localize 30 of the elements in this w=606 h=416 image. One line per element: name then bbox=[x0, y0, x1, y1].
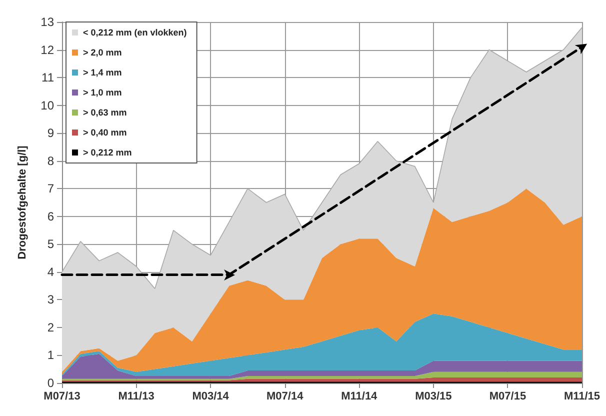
y-tick-label: 0 bbox=[47, 376, 54, 390]
y-tick-label: 10 bbox=[40, 98, 54, 112]
legend-label: > 1,4 mm bbox=[83, 68, 122, 78]
x-tick-label: M11/14 bbox=[341, 390, 378, 402]
y-tick-label: 4 bbox=[47, 264, 54, 279]
legend-label: > 1,0 mm bbox=[83, 88, 122, 98]
legend-label: > 0,63 mm bbox=[83, 108, 127, 118]
x-tick-label: M07/15 bbox=[489, 390, 526, 402]
y-tick-label: 9 bbox=[47, 126, 54, 140]
y-tick-label: 7 bbox=[47, 182, 54, 196]
x-tick-label: M07/14 bbox=[266, 390, 304, 402]
x-tick-label: M11/15 bbox=[564, 390, 600, 402]
x-tick-label: M03/14 bbox=[192, 390, 230, 402]
y-tick-label: 1 bbox=[47, 348, 54, 362]
y-tick-label: 13 bbox=[40, 15, 54, 29]
legend-label: > 0,212 mm bbox=[83, 148, 132, 158]
x-tick-label: M03/15 bbox=[415, 390, 452, 402]
y-tick-label: 5 bbox=[47, 237, 54, 252]
y-tick-label: 11 bbox=[42, 70, 54, 85]
y-tick-label: 12 bbox=[40, 42, 54, 57]
y-tick-label: 8 bbox=[47, 154, 54, 168]
x-tick-label: M07/13 bbox=[44, 390, 80, 402]
x-tick-label: M11/13 bbox=[118, 390, 154, 402]
legend-label: > 0,40 mm bbox=[83, 128, 127, 138]
legend-label: > 2,0 mm bbox=[83, 48, 122, 58]
y-axis-title: Drogestofgehalte [g/l] bbox=[16, 145, 28, 260]
legend-label: < 0,212 mm (en vlokken) bbox=[83, 28, 187, 38]
y-tick-label: 2 bbox=[47, 320, 54, 334]
y-tick-label: 3 bbox=[47, 292, 54, 307]
y-tick-label: 6 bbox=[47, 209, 54, 224]
